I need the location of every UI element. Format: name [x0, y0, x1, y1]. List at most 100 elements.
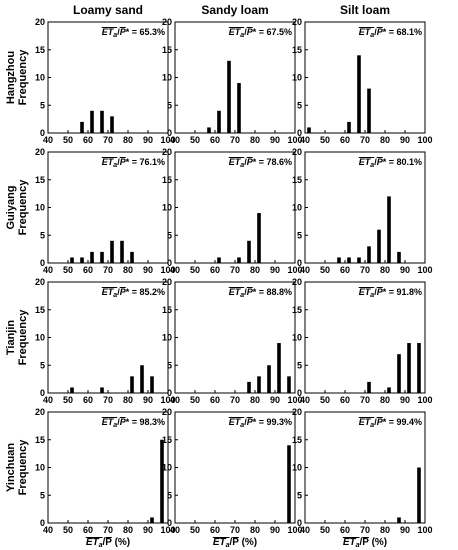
x-tick-label: 80 [123, 265, 133, 275]
x-tick-label: 40 [43, 135, 53, 145]
x-tick-label: 90 [270, 265, 280, 275]
bar [367, 88, 371, 133]
bar [150, 376, 154, 393]
bar [347, 121, 351, 133]
x-tick-label: 70 [360, 395, 370, 405]
bar [347, 257, 351, 263]
y-tick-label: 10 [292, 463, 302, 473]
x-tick-label: 50 [320, 395, 330, 405]
x-tick-label: 50 [63, 525, 73, 535]
annotation-label: ETa/P* = 68.1% [359, 27, 422, 39]
x-tick-label: 60 [210, 265, 220, 275]
x-tick-label: 40 [300, 525, 310, 535]
y-tick-label: 15 [292, 45, 302, 55]
x-axis-label-2: ETa/P (%) [343, 537, 387, 549]
bar [417, 343, 421, 393]
y-tick-label: 0 [167, 258, 172, 268]
y-tick-label: 5 [297, 490, 302, 500]
row-label-tianjin: Tianjin Frequency [5, 309, 29, 366]
x-tick-label: 60 [210, 135, 220, 145]
x-tick-label: 100 [287, 135, 302, 145]
y-tick-label: 20 [35, 277, 45, 287]
x-tick-label: 60 [83, 525, 93, 535]
x-tick-label: 90 [270, 395, 280, 405]
y-tick-label: 20 [35, 17, 45, 27]
x-tick-label: 50 [190, 135, 200, 145]
bar [227, 60, 231, 133]
x-tick-label: 60 [340, 395, 350, 405]
plot-frame [174, 411, 296, 524]
x-tick-label: 50 [63, 135, 73, 145]
row-frequency-label: Frequency [17, 309, 29, 366]
y-tick-label: 5 [40, 490, 45, 500]
bar [367, 381, 371, 393]
y-tick-label: 20 [162, 277, 172, 287]
annotation-label: ETa/P* = 78.6% [229, 157, 292, 169]
y-tick-label: 5 [167, 490, 172, 500]
bar [307, 127, 311, 133]
x-tick-label: 100 [417, 395, 432, 405]
x-tick-label: 60 [210, 395, 220, 405]
y-tick-label: 10 [162, 203, 172, 213]
y-tick-label: 5 [40, 100, 45, 110]
x-tick-label: 80 [380, 265, 390, 275]
x-tick-label: 90 [143, 135, 153, 145]
y-tick-label: 15 [292, 305, 302, 315]
x-tick-label: 70 [360, 265, 370, 275]
y-tick-label: 0 [40, 518, 45, 528]
x-tick-label: 60 [340, 525, 350, 535]
plot-frame [174, 281, 296, 394]
row-label-guiyang: Guiyang Frequency [5, 179, 29, 236]
y-tick-label: 5 [167, 100, 172, 110]
x-tick-label: 60 [83, 395, 93, 405]
y-tick-label: 10 [162, 73, 172, 83]
x-tick-label: 100 [287, 395, 302, 405]
x-tick-label: 60 [210, 525, 220, 535]
bar [337, 257, 341, 263]
x-tick-label: 40 [170, 265, 180, 275]
y-tick-label: 20 [162, 17, 172, 27]
x-axis-label-1: ETa/P (%) [213, 537, 257, 549]
y-tick-label: 20 [162, 147, 172, 157]
y-tick-label: 0 [40, 388, 45, 398]
y-tick-label: 15 [292, 175, 302, 185]
x-tick-label: 50 [190, 395, 200, 405]
x-tick-label: 40 [300, 265, 310, 275]
bar [357, 257, 361, 263]
x-tick-label: 40 [43, 265, 53, 275]
bar [367, 246, 371, 263]
y-tick-label: 0 [297, 128, 302, 138]
bar [90, 110, 94, 133]
x-tick-label: 70 [103, 395, 113, 405]
y-tick-label: 5 [40, 230, 45, 240]
bar [287, 445, 291, 523]
plot-frame [47, 21, 169, 134]
y-tick-label: 10 [292, 73, 302, 83]
y-tick-label: 0 [167, 518, 172, 528]
plot-frame [174, 21, 296, 134]
bar [80, 121, 84, 133]
x-tick-label: 80 [123, 395, 133, 405]
bar [377, 229, 381, 263]
plot-frame [47, 411, 169, 524]
bar [237, 257, 241, 263]
x-tick-label: 40 [43, 525, 53, 535]
y-tick-label: 5 [297, 230, 302, 240]
bar [257, 213, 261, 263]
bar [247, 381, 251, 393]
x-tick-label: 50 [63, 395, 73, 405]
bar [110, 116, 114, 133]
x-tick-label: 80 [250, 135, 260, 145]
annotation-label: ETa/P* = 80.1% [359, 157, 422, 169]
plot-frame [304, 411, 426, 524]
x-tick-label: 70 [230, 525, 240, 535]
column-header-0: Loamy sand [73, 3, 143, 17]
annotation-label: ETa/P* = 85.2% [102, 287, 165, 299]
x-tick-label: 90 [143, 265, 153, 275]
x-tick-label: 100 [417, 135, 432, 145]
x-tick-label: 60 [340, 265, 350, 275]
